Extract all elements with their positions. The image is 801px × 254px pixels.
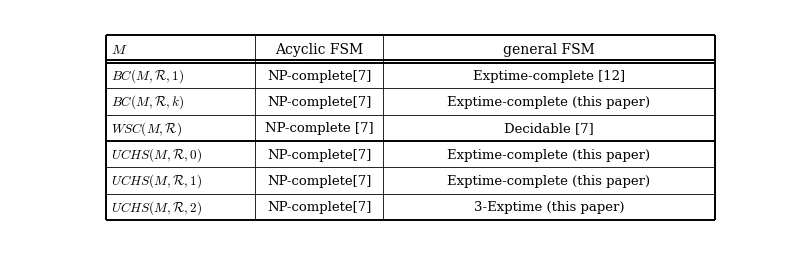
Text: NP-complete [7]: NP-complete [7] (265, 122, 373, 135)
Text: Exptime-complete (this paper): Exptime-complete (this paper) (447, 148, 650, 161)
Text: 3-Exptime (this paper): 3-Exptime (this paper) (473, 201, 624, 214)
Text: $BC(M, \mathcal{R}, k)$: $BC(M, \mathcal{R}, k)$ (111, 93, 184, 111)
Text: NP-complete[7]: NP-complete[7] (267, 96, 372, 108)
Text: general FSM: general FSM (503, 42, 595, 56)
Text: $UCHS(M, \mathcal{R}, 1)$: $UCHS(M, \mathcal{R}, 1)$ (111, 172, 203, 190)
Text: Decidable [7]: Decidable [7] (504, 122, 594, 135)
Text: $UCHS(M, \mathcal{R}, 2)$: $UCHS(M, \mathcal{R}, 2)$ (111, 198, 203, 216)
Text: NP-complete[7]: NP-complete[7] (267, 148, 372, 161)
Text: Exptime-complete (this paper): Exptime-complete (this paper) (447, 96, 650, 108)
Text: Acyclic FSM: Acyclic FSM (276, 42, 364, 56)
Text: Exptime-complete [12]: Exptime-complete [12] (473, 69, 625, 82)
Text: Exptime-complete (this paper): Exptime-complete (this paper) (447, 174, 650, 187)
Text: $M$: $M$ (111, 42, 128, 56)
Text: $BC(M, \mathcal{R}, 1)$: $BC(M, \mathcal{R}, 1)$ (111, 67, 184, 85)
Text: NP-complete[7]: NP-complete[7] (267, 201, 372, 214)
Text: NP-complete[7]: NP-complete[7] (267, 174, 372, 187)
Text: NP-complete[7]: NP-complete[7] (267, 69, 372, 82)
Text: $WSC(M, \mathcal{R})$: $WSC(M, \mathcal{R})$ (111, 119, 182, 137)
Text: $UCHS(M, \mathcal{R}, 0)$: $UCHS(M, \mathcal{R}, 0)$ (111, 146, 203, 163)
